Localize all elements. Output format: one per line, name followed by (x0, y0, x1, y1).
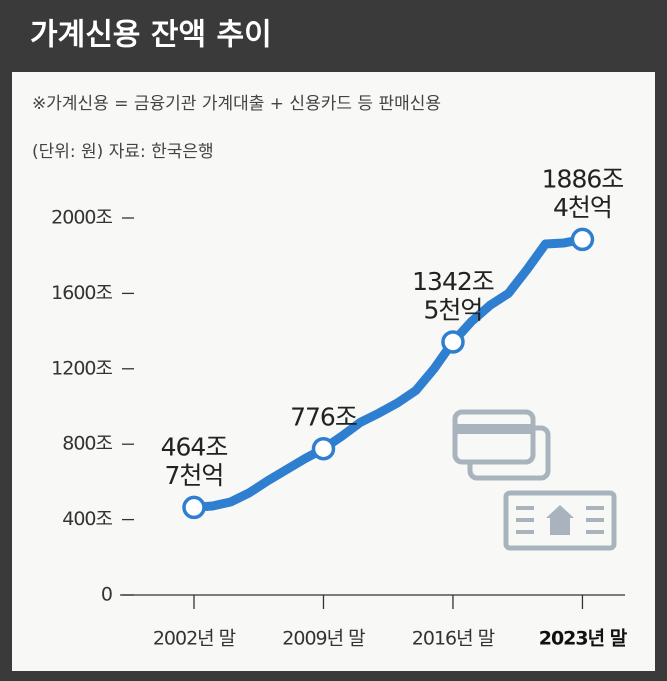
y-tick-label: 1200조 (51, 357, 112, 379)
card-icon (452, 409, 551, 481)
y-tick-label: 400조 (62, 508, 112, 530)
data-point (311, 436, 336, 461)
x-tick-label: 2023년 말 (539, 628, 628, 650)
panel (12, 72, 655, 671)
data-point (570, 227, 595, 252)
value-label: 464조 7천억 (161, 432, 228, 490)
data-point (441, 330, 465, 354)
subtitle: ※가계신용 = 금융기관 가계대출 + 신용카드 등 판매신용 (32, 94, 441, 114)
x-tick-label: 2002년 말 (153, 628, 236, 650)
x-tick-label: 2016년 말 (412, 628, 495, 650)
source-note: (단위: 원) 자료: 한국은행 (32, 142, 214, 162)
y-tick-label: 2000조 (51, 207, 112, 229)
value-label: 776조 (290, 403, 357, 432)
value-label: 1886조 4천억 (542, 164, 624, 222)
chart-title: 가계신용 잔액 추이 (30, 18, 272, 53)
y-tick-label: 1600조 (51, 282, 112, 304)
y-tick-label: 800조 (62, 433, 112, 455)
x-tick-label: 2009년 말 (282, 628, 365, 650)
data-point (182, 495, 206, 520)
bankbook-icon (503, 490, 617, 551)
y-tick-label: 0 (101, 584, 112, 606)
data-line (189, 234, 587, 512)
value-label: 1342조 5천억 (412, 267, 494, 325)
